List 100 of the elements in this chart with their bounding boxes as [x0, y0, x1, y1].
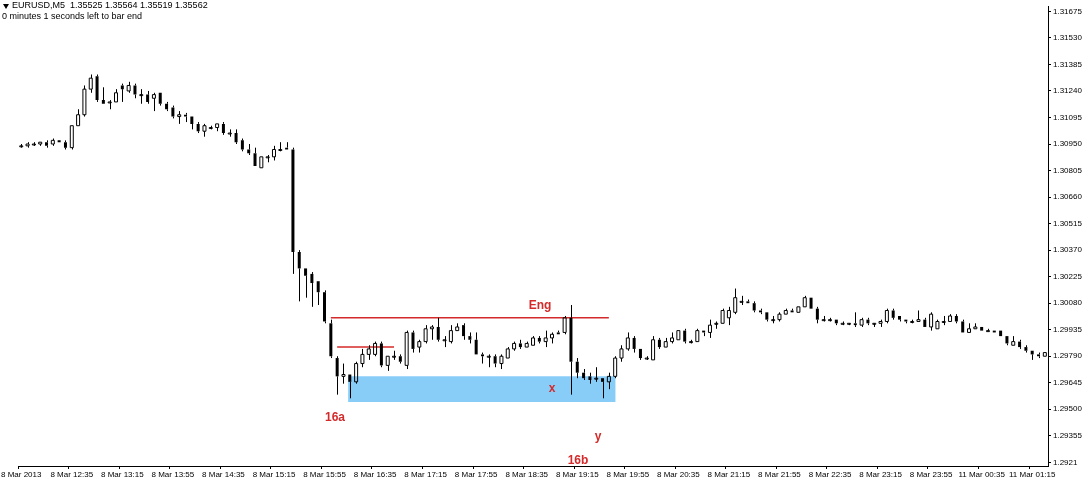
candlestick: [82, 84, 87, 118]
candlestick: [1005, 336, 1009, 346]
x-tick-label: 8 Mar 23:55: [909, 470, 953, 479]
candlestick: [88, 73, 93, 94]
annotation: 16a: [324, 410, 346, 425]
candlestick: [63, 139, 67, 150]
x-tick-label: 11 Mar 00:35: [958, 470, 1006, 479]
candlestick: [310, 271, 314, 308]
candlestick: [323, 289, 327, 324]
candlestick: [341, 363, 346, 385]
chart-title: EURUSD,M5 1.35525 1.35564 1.35519 1.35562: [12, 0, 208, 11]
candlestick: [398, 353, 402, 365]
y-tick-label: 1.30950: [1053, 139, 1083, 149]
x-tick-label: 8 Mar 15:15: [252, 470, 296, 479]
candlestick: [385, 355, 390, 372]
candlestick: [335, 355, 339, 396]
candlestick: [480, 352, 484, 365]
candlestick: [923, 317, 927, 327]
candlestick: [95, 73, 99, 103]
candlestick: [1018, 339, 1022, 350]
candlestick: [575, 357, 579, 379]
candlestick: [411, 330, 415, 354]
text: 0 minutes 1 seconds left to bar end: [2, 11, 143, 22]
x-tick-label: 8 Mar 14:35: [202, 470, 246, 479]
y-tick-label: 1.31675: [1053, 6, 1083, 16]
candlestick: [632, 335, 636, 354]
x-tick-label: 8 Mar 17:55: [454, 470, 499, 479]
candlestick: [518, 339, 522, 350]
candlestick: [234, 128, 238, 145]
candlestick: [146, 90, 150, 105]
candlestick: [752, 300, 756, 313]
candlestick: [348, 374, 352, 399]
candlestick: [815, 306, 819, 324]
candlestick: [1011, 335, 1016, 346]
candlestick: [304, 268, 308, 299]
candlestick: [297, 249, 301, 302]
y-tick-label: 1.30805: [1053, 165, 1083, 175]
candlestick: [853, 311, 857, 328]
candlestick: [184, 112, 188, 123]
x-tick-label: 8 Mar 18:35: [505, 470, 549, 479]
y-tick-label: 1.30515: [1053, 218, 1083, 228]
candlestick: [69, 125, 74, 150]
x-tick-label: 8 Mar 23:15: [859, 470, 903, 479]
x-tick-label: 8 Mar 13:15: [100, 470, 145, 479]
x-tick-label: 8 Mar 16:35: [353, 470, 397, 479]
x-tick-label: 8 Mar 21:15: [707, 470, 751, 479]
candlestick: [120, 83, 124, 103]
y-tick-label: 1.30660: [1053, 192, 1083, 202]
candlestick: [493, 353, 497, 368]
candlestick: [569, 304, 573, 396]
y-tick-label: 1.31240: [1053, 86, 1083, 96]
candlestick: [657, 337, 661, 350]
y-tick-label: 1.29355: [1053, 431, 1083, 441]
candlestick: [76, 108, 81, 127]
candlestick: [177, 110, 182, 125]
candlestick: [158, 92, 162, 107]
x-tick-label: 8 Mar 19:15: [555, 470, 600, 479]
annotation: y: [594, 429, 602, 444]
x-tick-label: 8 Mar 15:55: [303, 470, 347, 479]
x-tick-label: 8 Mar 20:35: [657, 470, 701, 479]
candlestick: [474, 331, 478, 355]
candlestick: [101, 86, 105, 104]
candlestick: [954, 313, 958, 324]
candlestick: [316, 281, 320, 306]
y-tick-label: 1.29790: [1053, 351, 1083, 361]
candlestick: [601, 378, 605, 399]
y-tick-label: 1.2921: [1053, 457, 1079, 467]
x-tick-label: 8 Mar 19:55: [606, 470, 650, 479]
candlestick: [329, 319, 333, 359]
candlestick: [291, 147, 295, 275]
x-tick-label: 8 Mar 21:55: [758, 470, 802, 479]
candlestick: [165, 101, 169, 112]
candlestick: [196, 121, 200, 134]
y-tick-label: 1.29935: [1053, 324, 1083, 334]
candlestick: [588, 372, 592, 385]
candlestick: [916, 309, 921, 322]
candlestick: [468, 331, 472, 344]
x-tick-label: 8 Mar 22:35: [808, 470, 852, 479]
candlestick: [45, 139, 49, 149]
y-tick-label: 1.31530: [1053, 33, 1083, 43]
annotation: Eng: [528, 298, 552, 313]
candlestick: [606, 372, 611, 390]
x-tick-label: 8 Mar 2013: [1, 470, 43, 479]
candlestick: [436, 317, 440, 343]
annotation: 16b: [567, 453, 589, 468]
y-tick-label: 1.30225: [1053, 271, 1083, 281]
candlestick: [929, 311, 934, 332]
x-tick-label: 8 Mar 17:15: [404, 470, 448, 479]
x-tick-label: 8 Mar 12:35: [50, 470, 94, 479]
y-tick-label: 1.30370: [1053, 245, 1083, 255]
candlestick: [221, 121, 225, 136]
candlestick: [285, 141, 289, 150]
candlestick: [726, 306, 731, 326]
y-tick-label: 1.29645: [1053, 377, 1083, 387]
candlestick: [429, 324, 434, 341]
y-tick-label: 1.29500: [1053, 404, 1083, 414]
candlestick: [462, 322, 466, 341]
y-tick-label: 1.31095: [1053, 112, 1083, 122]
candlestick: [1024, 344, 1028, 354]
candlestick: [967, 322, 972, 333]
